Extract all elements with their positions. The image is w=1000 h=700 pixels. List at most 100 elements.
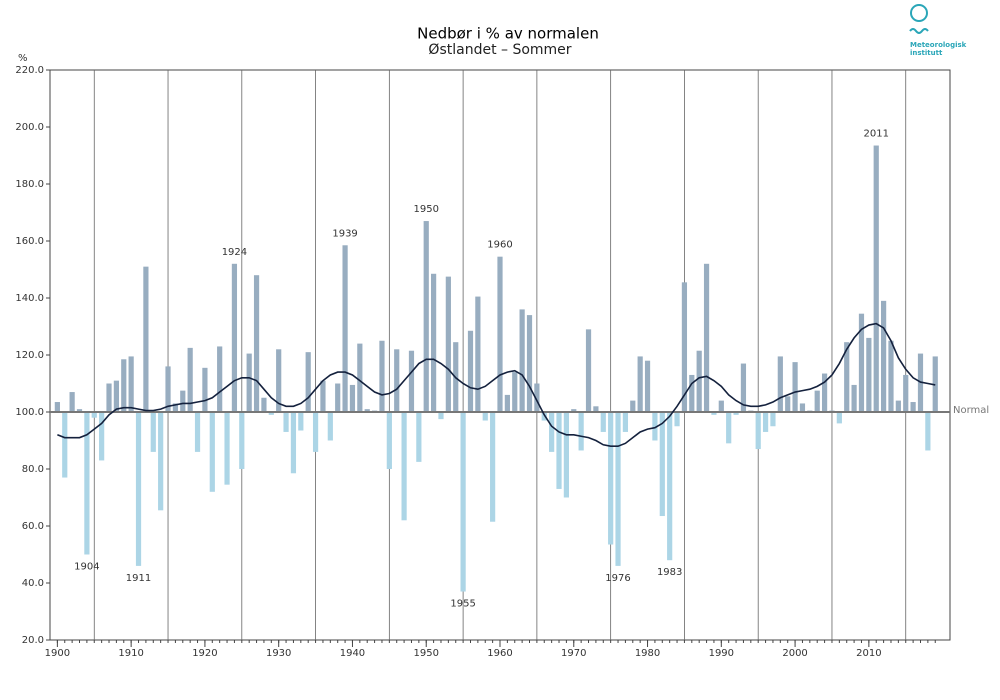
y-tick-label: 200.0	[15, 122, 44, 133]
logo-wave	[909, 28, 929, 34]
bar	[630, 400, 636, 412]
x-tick-label: 2000	[782, 648, 807, 659]
bar	[394, 349, 400, 412]
x-tick-label: 1950	[414, 648, 439, 659]
annotation: 1950	[414, 204, 439, 215]
smoothed-line	[57, 322, 936, 447]
bar	[873, 145, 879, 412]
annotation: 1955	[450, 599, 475, 610]
bar	[312, 412, 319, 452]
bar	[121, 359, 127, 412]
bar	[76, 409, 83, 412]
bar	[379, 340, 385, 412]
bar	[335, 383, 341, 412]
bar	[445, 276, 451, 412]
bar	[246, 353, 252, 412]
y-tick-label: 60.0	[22, 521, 44, 532]
bar	[342, 245, 348, 412]
bar	[224, 412, 230, 485]
bar	[556, 412, 562, 489]
bar	[423, 221, 429, 412]
bar	[431, 273, 437, 412]
bar	[283, 412, 289, 432]
bar	[674, 412, 680, 427]
bar	[549, 412, 555, 452]
bar	[497, 256, 503, 412]
x-tick-label: 1900	[45, 648, 70, 659]
y-tick-label: 180.0	[15, 179, 44, 190]
bar	[386, 412, 392, 469]
bar	[578, 412, 584, 451]
bar	[770, 412, 776, 427]
bar	[327, 412, 333, 441]
annotation: 1924	[222, 247, 247, 258]
bar	[408, 350, 415, 412]
bar	[836, 412, 842, 424]
x-tick-label: 1960	[487, 648, 512, 659]
x-tick-label: 1980	[635, 648, 660, 659]
bar	[202, 367, 208, 412]
x-tick-label: 1990	[709, 648, 734, 659]
bar	[128, 356, 134, 412]
bar	[814, 390, 820, 412]
bar	[563, 412, 569, 498]
y-tick-label: 140.0	[15, 293, 44, 304]
y-tick-label: 160.0	[15, 236, 44, 247]
bar	[711, 412, 717, 415]
bar	[925, 412, 931, 451]
bar	[194, 412, 201, 452]
bar	[622, 412, 629, 432]
y-tick-label: 220.0	[15, 65, 44, 76]
bar	[416, 412, 422, 462]
bar	[504, 394, 510, 412]
bar	[106, 383, 112, 412]
bar	[615, 412, 621, 566]
bar	[460, 412, 466, 592]
bar	[482, 412, 488, 421]
x-tick-label: 1930	[266, 648, 291, 659]
logo-text: institutt	[910, 49, 943, 57]
bar	[217, 346, 223, 412]
annotation: 1904	[74, 562, 99, 573]
annotation: 1960	[487, 240, 512, 251]
bar	[290, 412, 297, 474]
bar	[799, 403, 806, 412]
x-tick-label: 1940	[340, 648, 365, 659]
bar	[571, 409, 577, 412]
bar	[718, 400, 724, 412]
bar	[895, 400, 901, 412]
bar	[298, 412, 304, 431]
annotation: 1976	[605, 573, 630, 584]
bar	[135, 412, 142, 566]
bar	[364, 409, 370, 412]
bar	[54, 402, 60, 412]
bar	[113, 380, 119, 412]
bar	[881, 300, 887, 412]
bar	[165, 366, 171, 412]
annotation: 2011	[864, 129, 889, 140]
chart-subtitle: Østlandet – Sommer	[428, 42, 571, 58]
bar	[438, 412, 444, 420]
bar	[99, 412, 105, 461]
annotation: 1983	[657, 567, 682, 578]
bar	[792, 362, 798, 412]
bar	[526, 315, 533, 412]
bar	[305, 352, 311, 412]
bar	[903, 374, 909, 412]
bar	[150, 412, 156, 452]
y-tick-label: 20.0	[22, 635, 44, 646]
bar	[143, 266, 149, 412]
bar	[276, 349, 282, 412]
bar	[696, 350, 702, 412]
chart-title: Nedbør i % av normalen	[417, 25, 599, 43]
bar	[69, 392, 75, 412]
bar	[888, 340, 894, 412]
bar	[519, 309, 525, 412]
bar	[681, 282, 688, 412]
normal-label: Normal	[953, 405, 989, 416]
y-tick-label: 40.0	[22, 578, 44, 589]
logo: Meteorologisk institutt	[909, 4, 967, 57]
bar	[467, 330, 474, 412]
annotation: 1939	[332, 228, 357, 239]
